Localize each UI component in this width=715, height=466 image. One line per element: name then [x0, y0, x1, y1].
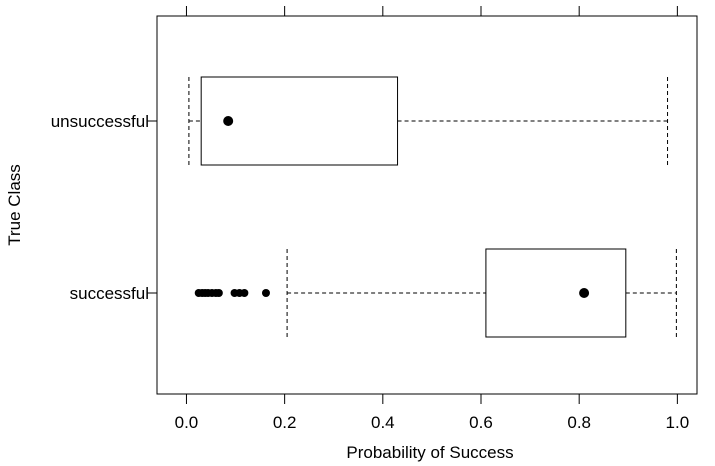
median-dot	[223, 116, 234, 126]
outlier-point	[261, 289, 270, 297]
iqr-box	[485, 248, 627, 338]
x-tick-labels: 0.0 0.2 0.4 0.6 0.8 1.0	[175, 413, 690, 432]
plot-frame	[156, 15, 698, 395]
x-axis-title: Probability of Success	[346, 443, 513, 462]
boxes-group	[188, 76, 677, 338]
box-unsuccessful	[188, 76, 669, 166]
x-tick-label: 0.4	[371, 413, 395, 432]
iqr-box	[200, 76, 399, 166]
y-tick-label: unsuccessful	[51, 112, 149, 131]
x-tick-label: 0.0	[175, 413, 199, 432]
y-axis-title: True Class	[5, 164, 24, 246]
x-tick-label: 0.8	[567, 413, 591, 432]
x-tick-label: 1.0	[666, 413, 690, 432]
outlier-point	[240, 289, 249, 297]
y-tick-marks	[147, 120, 157, 294]
x-tick-label: 0.6	[469, 413, 493, 432]
median-dot	[579, 288, 590, 298]
outlier-point	[214, 289, 223, 297]
bottom-tick-marks	[185, 394, 678, 404]
y-tick-labels: unsuccessful successful	[51, 112, 149, 303]
y-tick-label: successful	[70, 284, 149, 303]
box-successful	[194, 248, 677, 338]
top-tick-marks	[185, 6, 678, 16]
x-tick-label: 0.2	[273, 413, 297, 432]
